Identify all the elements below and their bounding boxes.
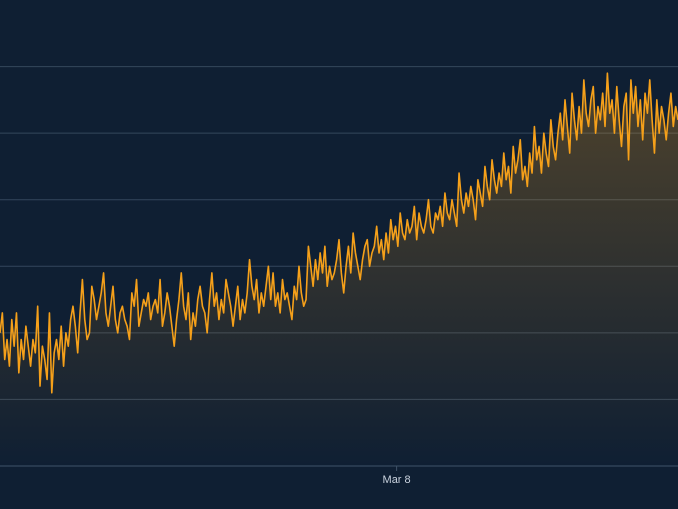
x-tick-label: Mar 8 <box>383 474 411 486</box>
series-line-path <box>0 72 678 394</box>
series-line <box>0 72 678 394</box>
x-axis: Mar 8 <box>0 465 678 486</box>
